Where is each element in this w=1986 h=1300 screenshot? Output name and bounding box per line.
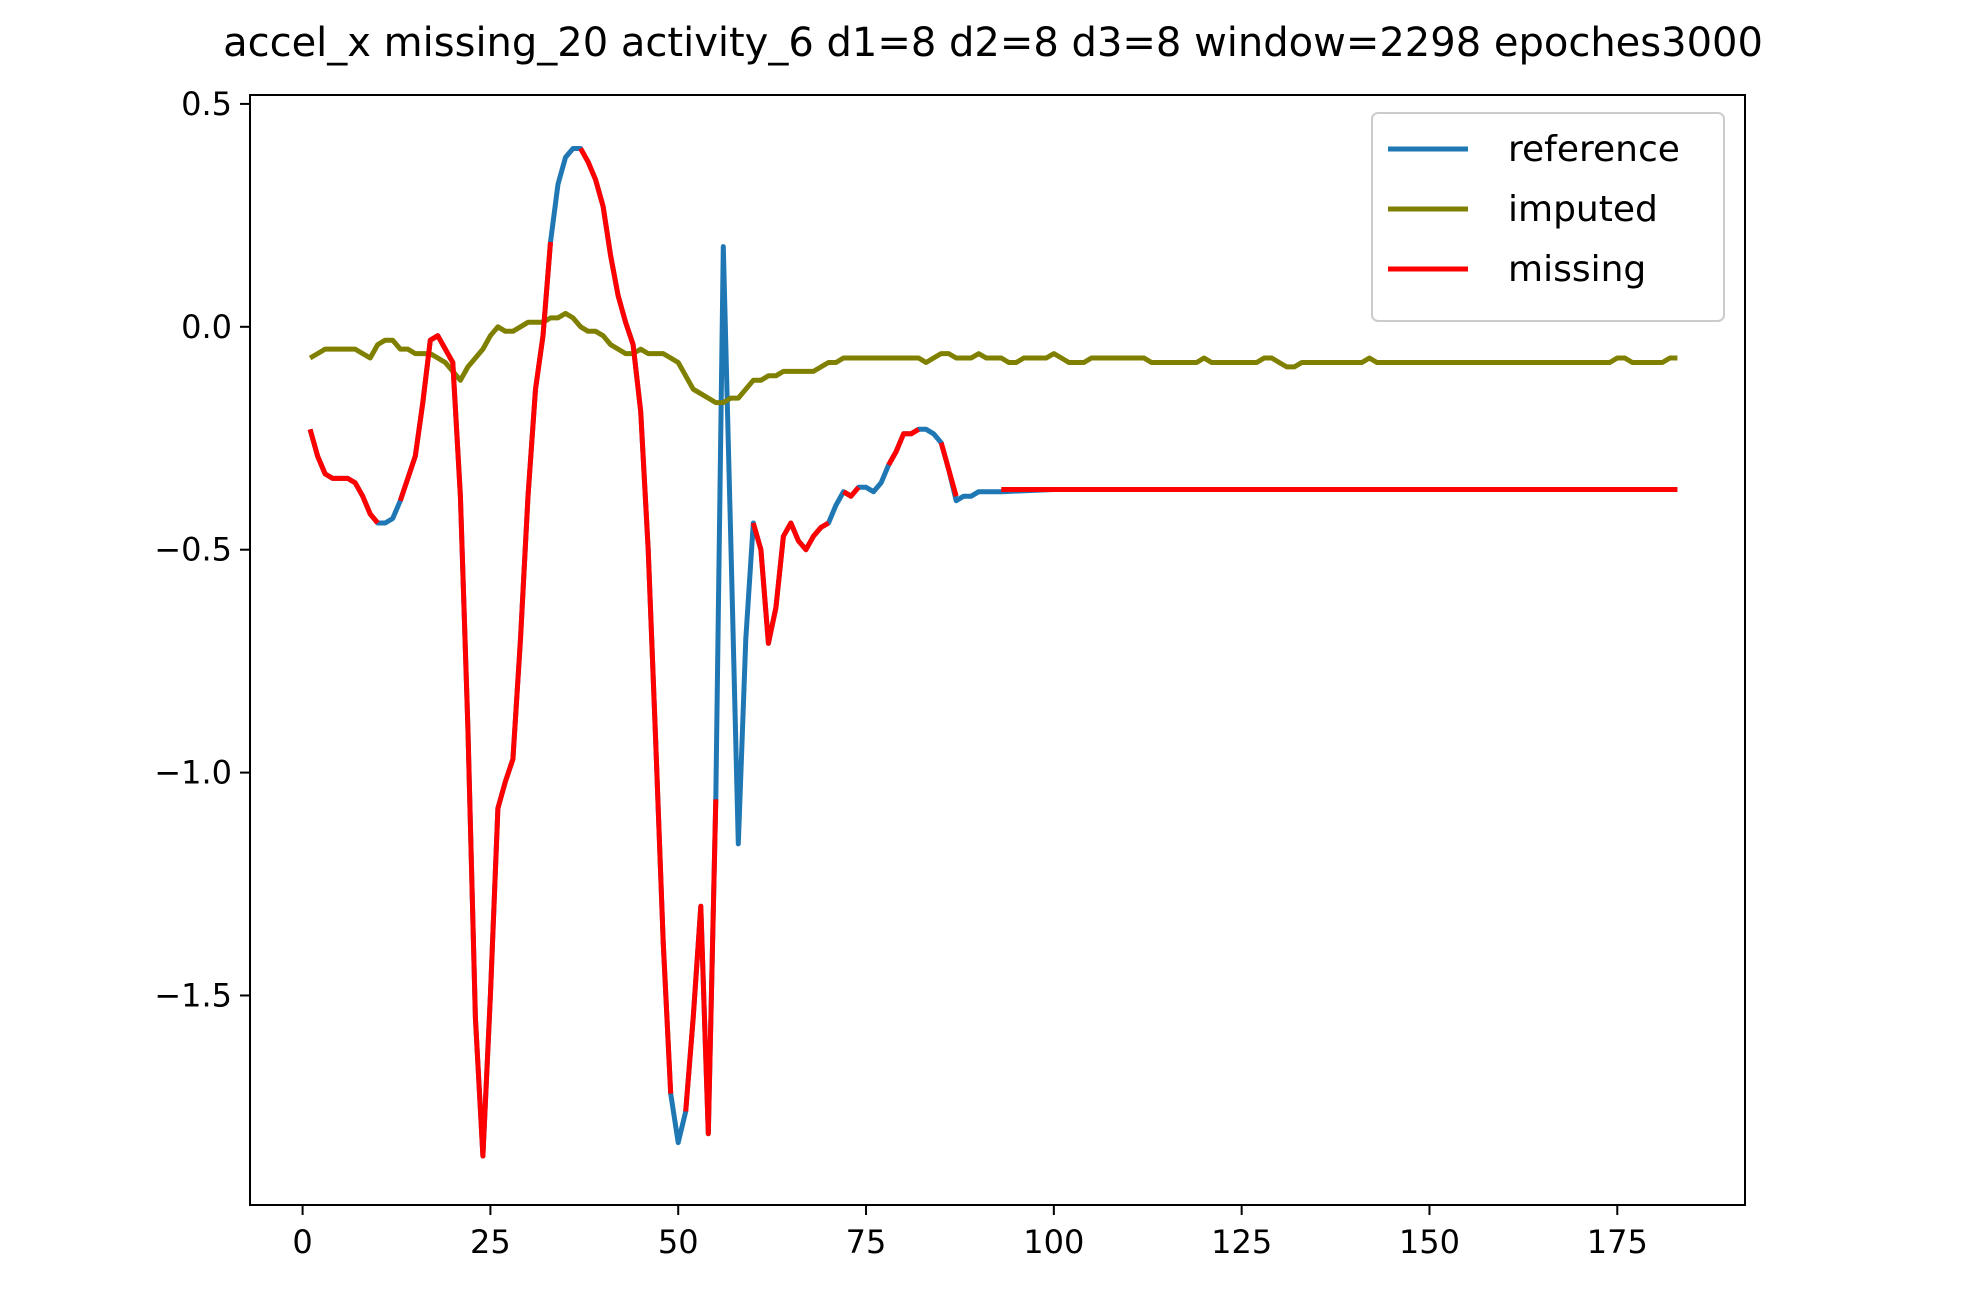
y-tick-label: −0.5	[154, 531, 232, 569]
series-layer	[307, 146, 1678, 1159]
legend: reference imputed missing	[1371, 112, 1725, 322]
chart-title: accel_x missing_20 activity_6 d1=8 d2=8 …	[223, 20, 1763, 66]
x-tick-label: 0	[292, 1223, 312, 1261]
series-line-missing-5	[842, 485, 861, 499]
series-line-missing-3	[683, 799, 719, 1137]
series-line-missing-0	[307, 428, 380, 525]
y-tick-label: 0.5	[181, 85, 232, 123]
series-line-imputed	[308, 310, 1678, 406]
x-tick-label: 150	[1399, 1223, 1460, 1261]
x-tick-label: 25	[470, 1223, 511, 1261]
y-axis-ticks: 0.5 0.0 −0.5 −1.0 −1.5	[154, 85, 250, 1014]
series-line-missing-1	[397, 241, 553, 1159]
x-tick-label: 100	[1023, 1223, 1084, 1261]
series-line-missing-4	[750, 520, 830, 646]
x-tick-label: 75	[846, 1223, 887, 1261]
y-tick-label: −1.0	[154, 754, 232, 792]
x-axis-ticks: 0 25 50 75 100 125 150 175	[292, 1205, 1648, 1261]
x-tick-label: 50	[658, 1223, 699, 1261]
axes-frame	[249, 94, 1746, 1206]
x-tick-label: 125	[1211, 1223, 1272, 1261]
x-tick-label: 175	[1587, 1223, 1648, 1261]
legend-label-reference: reference	[1508, 129, 1680, 170]
series-line-missing-6	[886, 427, 920, 467]
legend-label-imputed: imputed	[1508, 189, 1658, 230]
legend-label-missing: missing	[1508, 249, 1646, 290]
y-tick-label: −1.5	[154, 976, 232, 1014]
y-tick-label: 0.0	[181, 308, 232, 346]
series-line-missing-7	[938, 442, 959, 497]
series-line-missing-2	[578, 147, 674, 1094]
